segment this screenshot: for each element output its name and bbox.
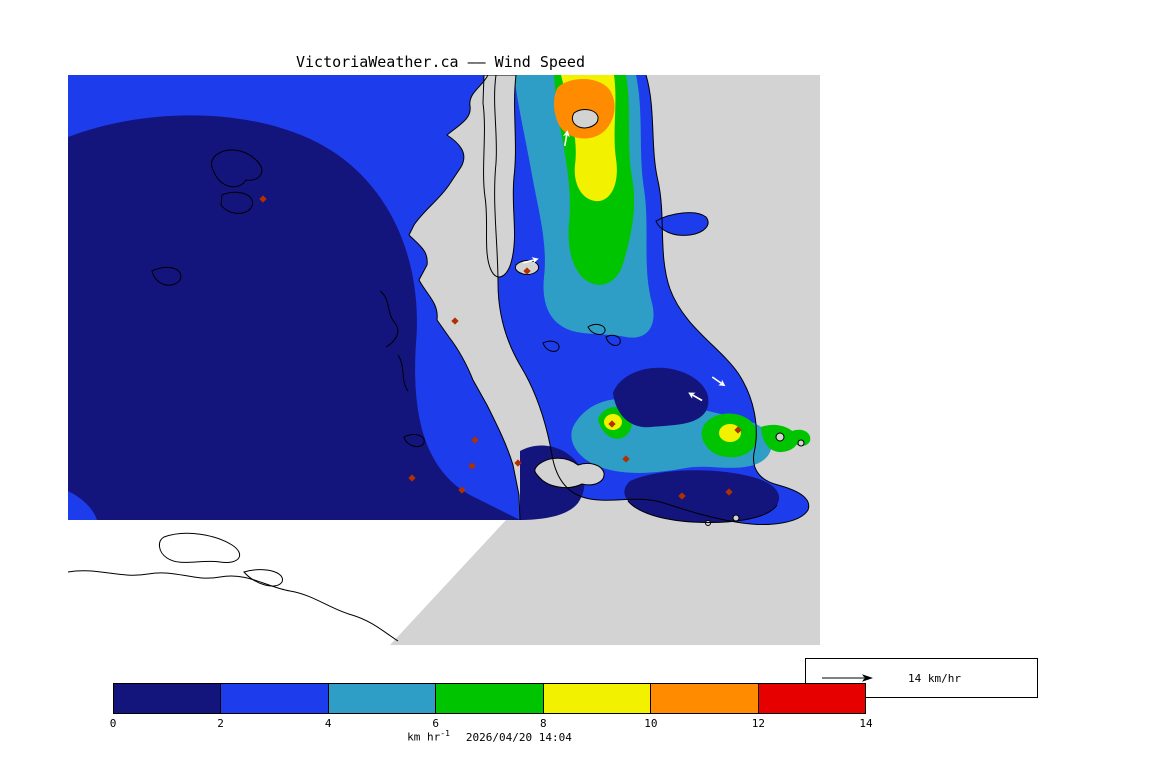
page-title: VictoriaWeather.ca —— Wind Speed (296, 53, 585, 71)
colorbar-tick-label: 2 (217, 717, 224, 730)
station-marker (458, 486, 466, 494)
island-outline (403, 434, 425, 448)
station-marker (468, 462, 476, 470)
island-outline (587, 323, 606, 335)
station-marker (471, 436, 479, 444)
wind-arrows (523, 130, 726, 402)
island (775, 432, 785, 442)
wind-region-2-4-corner (68, 491, 97, 520)
colorbar-segment (436, 684, 544, 713)
island-outline (379, 290, 399, 348)
coastline (159, 532, 241, 563)
colorbar (113, 683, 866, 714)
contour-band (624, 470, 780, 523)
station-marker (451, 317, 459, 325)
peninsula (482, 75, 517, 278)
reference-arrow-icon (822, 674, 873, 682)
station-marker (408, 474, 416, 482)
station-marker (259, 195, 267, 203)
island-outline (542, 340, 560, 352)
colorbar-tick-label: 10 (644, 717, 658, 730)
coastline (627, 500, 778, 523)
bay-inlet (655, 212, 709, 236)
reference-vector-label: 14 km/hr (908, 671, 961, 685)
colorbar-segment (543, 684, 652, 713)
coastlines (151, 75, 810, 525)
colorbar-segment (651, 684, 759, 713)
colorbar-segment (114, 684, 222, 713)
wind-arrow-icon (711, 376, 726, 387)
colorbar-tick-label: 14 (859, 717, 873, 730)
units-label: km hr (407, 730, 441, 744)
colorbar-ticks: 0 2 4 6 8 10 12 14 (109, 717, 873, 731)
coastline (494, 75, 810, 525)
no-data-coastlines (68, 532, 399, 642)
island-outline (151, 266, 182, 286)
colorbar-tick-label: 0 (109, 717, 117, 730)
wind-arrow-icon (563, 130, 570, 147)
coastline (408, 75, 521, 521)
island-outline (397, 354, 409, 392)
coastline (68, 570, 399, 642)
wind-speed-map (68, 75, 820, 645)
island-outline (220, 191, 254, 214)
island (797, 439, 805, 447)
colorbar-segment (221, 684, 329, 713)
contour-band (719, 424, 741, 442)
island (571, 109, 599, 129)
colorbar-caption: km hr-1 2026/04/20 14:04 (113, 729, 866, 744)
wind-arrow-icon (688, 392, 703, 402)
island-outline (211, 149, 263, 188)
contour-band (792, 429, 811, 446)
colorbar-tick-label: 6 (432, 717, 440, 730)
colorbar-segment (758, 684, 865, 713)
land-overlays (482, 75, 805, 526)
wind-arrow-icon (523, 257, 539, 264)
harbour-land (534, 457, 605, 489)
wind-region-0-2-core (68, 115, 520, 520)
no-data-region (68, 520, 506, 645)
arrow-glyph (822, 674, 873, 682)
island-outline (605, 334, 621, 346)
colorbar-tick-label: 8 (539, 717, 547, 730)
contour-band (613, 367, 709, 428)
units-exponent: -1 (440, 729, 450, 738)
colorbar-tick-label: 4 (324, 717, 332, 730)
colorbar-tick-label: 12 (751, 717, 766, 730)
wind-region-10-12 (553, 78, 615, 139)
timestamp: 2026/04/20 14:04 (465, 730, 572, 744)
island (732, 514, 740, 522)
colorbar-segment (328, 684, 437, 713)
coastline (243, 569, 283, 587)
